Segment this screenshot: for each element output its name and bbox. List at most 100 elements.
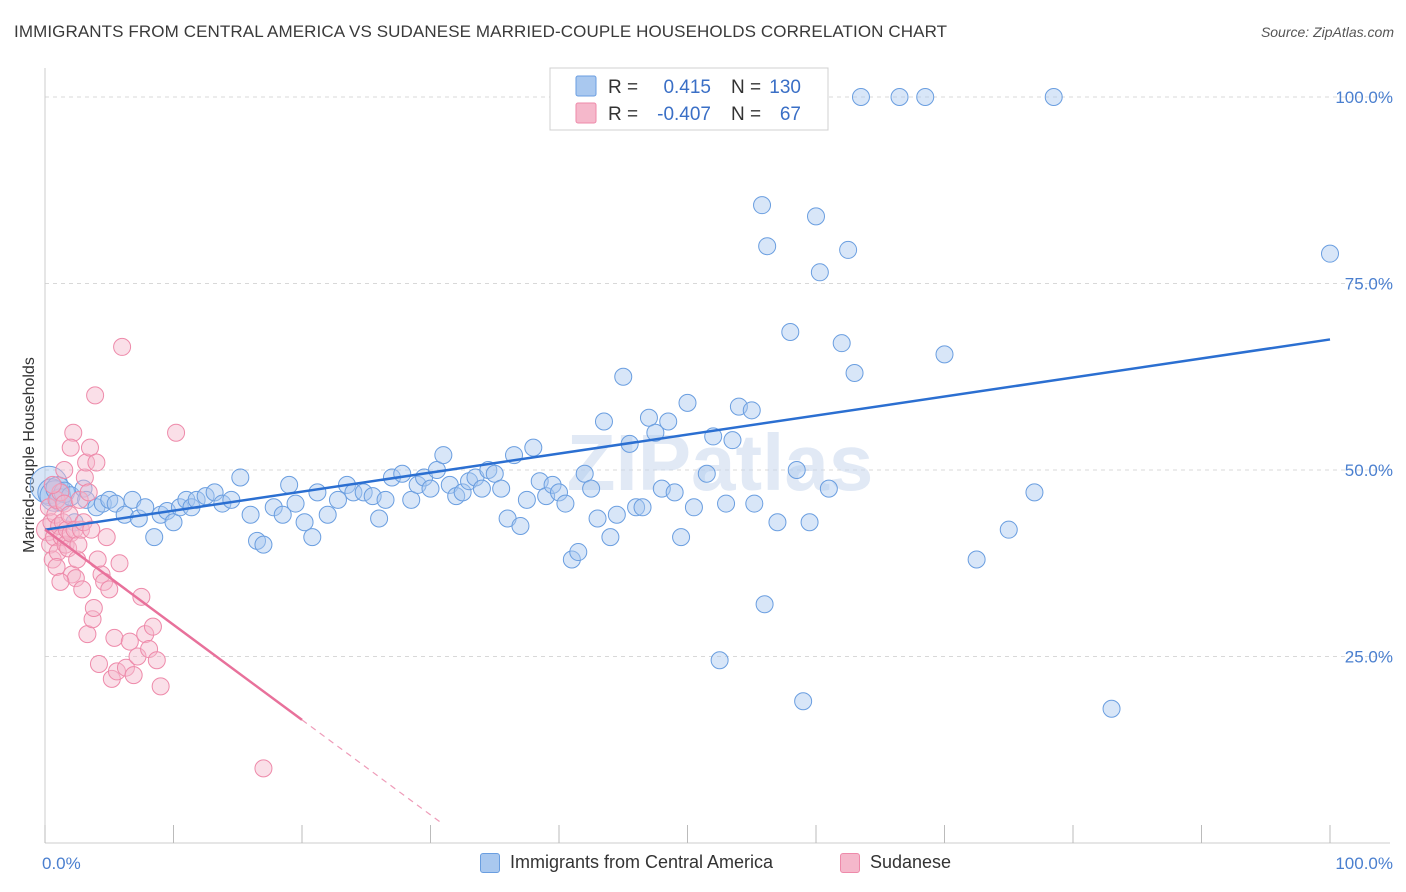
point-sudanese-20 [64,423,83,442]
point-central-america-120 [916,88,935,106]
y-tick-label-75: 75.0% [1345,275,1393,294]
y-tick-labels: 25.0% 50.0% 75.0% 100.0% [1335,88,1393,667]
point-sudanese-29 [75,468,94,487]
point-sudanese-1 [39,498,58,517]
series-sudanese-points [36,337,273,778]
point-central-america-39 [303,528,322,547]
point-central-america-18 [145,528,164,547]
y-tick-label-25: 25.0% [1345,648,1393,667]
point-central-america-76 [562,550,581,569]
trend-lines [44,338,1331,825]
point-central-america-123 [999,520,1018,539]
legend-n-value-2: 67 [780,104,801,125]
point-sudanese-65 [51,572,70,591]
point-central-america-114 [819,479,838,498]
point-central-america-36 [280,475,299,494]
point-sudanese-37 [86,386,105,405]
point-central-america-117 [845,364,864,383]
point-sudanese-64 [47,557,66,576]
point-central-america-37 [286,494,305,513]
point-sudanese-40 [89,654,108,673]
point-sudanese-44 [100,580,119,599]
point-central-america-54 [421,479,440,498]
point-central-america-102 [742,401,761,420]
point-central-america-124 [1025,483,1044,502]
point-sudanese-52 [124,666,143,685]
trend-line-central-america [44,338,1331,531]
legend-swatch-pink-icon [840,852,860,873]
point-sudanese-49 [113,337,132,356]
point-central-america-126 [1102,699,1121,718]
point-central-america-69 [517,490,536,509]
legend-box: R = 0.415 N = 130 R = -0.407 N = 67 [549,67,829,131]
bottom-legend-label: Sudanese [870,852,952,872]
point-central-america-84 [614,367,633,386]
point-central-america-64 [485,464,504,483]
point-central-america-113 [810,263,829,282]
point-central-america-98 [710,651,729,670]
point-sudanese-59 [151,677,170,696]
point-sudanese-41 [92,565,111,584]
chart-title: IMMIGRANTS FROM CENTRAL AMERICA VS SUDAN… [14,22,948,41]
point-central-america-88 [639,408,658,427]
point-central-america-81 [594,412,613,431]
point-central-america-48 [376,490,395,509]
point-central-america-50 [393,464,412,483]
point-central-america-45 [354,483,373,502]
point-central-america-62 [472,479,491,498]
point-central-america-38 [295,513,314,532]
point-central-america-109 [787,461,806,479]
point-central-america-21 [164,513,183,532]
point-central-america-93 [672,528,691,547]
point-central-america-47 [370,509,389,528]
point-central-america-33 [254,535,273,554]
point-sudanese-60 [167,423,186,442]
point-sudanese-48 [110,554,129,573]
point-sudanese-55 [136,625,155,644]
axes [44,68,1390,844]
point-central-america-73 [543,475,562,494]
point-central-america-100 [723,431,742,450]
point-central-america-119 [890,88,909,106]
point-central-america-125 [1044,88,1063,106]
legend-n-value-1: 130 [769,77,801,98]
point-central-america-91 [659,412,678,431]
point-central-america-118 [851,88,870,106]
point-central-america-115 [832,334,851,353]
point-central-america-112 [807,207,825,226]
x-tick-label-min: 0.0% [42,854,81,873]
legend-r-value-1: 0.415 [663,77,711,98]
point-central-america-59 [453,483,472,502]
point-central-america-31 [241,505,260,524]
point-sudanese-36 [84,599,103,618]
y-tick-label-100: 100.0% [1335,88,1393,107]
bottom-legend-item-central-america[interactable]: Immigrants from Central America [480,852,773,873]
point-central-america-86 [627,498,646,517]
point-sudanese-63 [61,438,80,457]
point-sudanese-62 [55,461,74,479]
trend-line-sudanese-extension [301,719,444,825]
point-central-america-92 [665,483,684,502]
point-central-america-108 [781,322,800,341]
point-central-america-42 [328,490,347,509]
point-central-america-96 [697,464,716,483]
source-label: Source: ZipAtlas.com [1260,24,1394,40]
point-sudanese-38 [87,453,106,472]
bottom-legend-item-sudanese[interactable]: Sudanese [840,852,951,873]
point-central-america-40 [308,483,327,502]
point-central-america-30 [231,468,250,487]
point-central-america-34 [264,498,283,517]
point-central-america-105 [755,595,774,614]
point-sudanese-47 [107,662,126,681]
x-tick-labels: 0.0% 100.0% [42,854,1393,873]
series-central-america-points [29,88,1339,718]
legend-n-label-2: N = [731,104,761,125]
point-central-america-111 [800,513,819,532]
point-sudanese-10 [51,483,70,502]
point-central-america-51 [402,490,421,509]
y-tick-label-50: 50.0% [1345,461,1393,480]
point-central-america-41 [318,505,337,524]
point-sudanese-33 [80,438,99,457]
legend-swatch-blue-icon [480,852,500,873]
x-tick-label-max: 100.0% [1335,854,1393,873]
